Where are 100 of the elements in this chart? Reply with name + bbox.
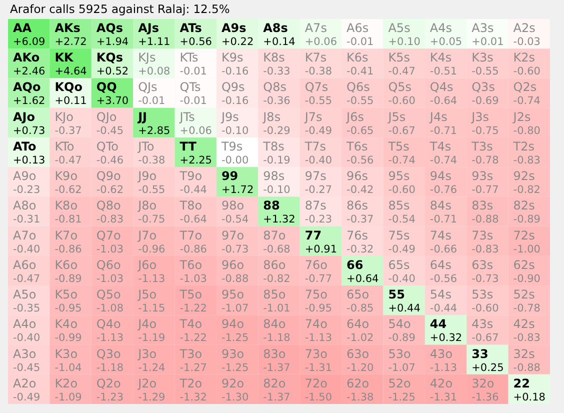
annotation: T8s — [262, 139, 284, 154]
data-label: -0.51 — [430, 66, 458, 78]
annotation: 55 — [388, 288, 405, 302]
annotation: T7s — [304, 139, 326, 154]
data-label: -0.80 — [513, 124, 540, 137]
data-label: +1.11 — [138, 36, 170, 48]
data-label: -0.23 — [304, 214, 332, 226]
data-label: -0.60 — [513, 66, 540, 78]
data-label: -0.29 — [263, 124, 290, 137]
annotation: 93o — [221, 346, 244, 361]
data-label: -0.55 — [138, 184, 166, 196]
annotation: 44 — [430, 317, 447, 332]
data-label: -0.77 — [304, 272, 332, 285]
annotation: T7o — [178, 228, 202, 242]
annotation: 63o — [346, 346, 370, 361]
data-label: -0.66 — [430, 243, 458, 256]
annotation: 95o — [221, 288, 244, 302]
annotation: 74o — [304, 317, 328, 332]
annotation: T3o — [178, 346, 202, 361]
annotation: AKs — [54, 21, 80, 35]
data-label: +6.09 — [13, 36, 46, 48]
annotation: A3o — [13, 346, 36, 361]
data-label: -0.88 — [513, 362, 540, 374]
annotation: 32o — [472, 376, 494, 390]
annotation: J9o — [137, 169, 157, 184]
data-label: -0.10 — [221, 124, 249, 137]
annotation: T5o — [178, 288, 202, 302]
data-label: -0.10 — [263, 184, 290, 196]
annotation: T2o — [178, 376, 202, 390]
annotation: 62s — [513, 258, 535, 272]
data-label: -1.37 — [263, 362, 290, 374]
data-label: -0.75 — [472, 124, 499, 137]
data-label: +0.73 — [13, 124, 46, 137]
data-label: -0.16 — [221, 66, 249, 78]
annotation: Q2s — [513, 80, 537, 94]
annotation: 75o — [304, 288, 328, 302]
annotation: A9o — [13, 169, 36, 184]
annotation: K3o — [54, 346, 78, 361]
data-label: -0.73 — [221, 243, 249, 256]
annotation: T3s — [470, 139, 493, 154]
data-label: -1.27 — [180, 362, 207, 374]
data-label: -0.54 — [388, 214, 416, 226]
data-label: -0.95 — [54, 302, 82, 315]
data-label: -0.32 — [346, 243, 374, 256]
annotation: QTo — [96, 139, 118, 154]
data-label: -0.01 — [138, 95, 166, 108]
data-label: -1.20 — [346, 362, 374, 374]
data-label: -0.01 — [180, 66, 207, 78]
data-label: -1.02 — [346, 332, 374, 344]
data-label: -0.62 — [54, 184, 82, 196]
annotation: 94o — [221, 317, 244, 332]
data-label: -0.55 — [472, 66, 499, 78]
data-label: -0.47 — [388, 66, 416, 78]
annotation: ATo — [13, 139, 36, 154]
data-label: -0.31 — [13, 214, 40, 226]
annotation: KTo — [54, 139, 74, 154]
data-label: -1.25 — [221, 332, 249, 344]
data-label: -0.55 — [304, 95, 332, 108]
annotation: J5s — [387, 110, 406, 124]
annotation: 63s — [472, 258, 494, 272]
annotation: T4s — [428, 139, 452, 154]
data-label: -0.42 — [346, 184, 374, 196]
annotation: J8s — [262, 110, 281, 124]
data-label: -0.88 — [472, 214, 499, 226]
data-label: +0.56 — [180, 36, 212, 48]
annotation: QJo — [96, 110, 117, 124]
annotation: QQ — [96, 80, 117, 94]
data-label: +0.13 — [13, 154, 46, 166]
data-label: -0.81 — [54, 214, 82, 226]
data-label: -0.38 — [304, 66, 332, 78]
data-label: +0.08 — [138, 66, 170, 78]
data-label: +4.64 — [54, 66, 88, 78]
data-label: -0.60 — [388, 95, 416, 108]
data-label: -0.99 — [54, 332, 82, 344]
data-label: -1.36 — [472, 391, 500, 404]
annotation: 72o — [304, 376, 328, 390]
annotation: 84s — [430, 198, 452, 213]
annotation: K8o — [54, 198, 78, 213]
data-label: +0.01 — [472, 36, 504, 48]
data-label: -0.90 — [513, 272, 540, 285]
annotation: 86o — [263, 258, 286, 272]
annotation: 97s — [304, 169, 326, 184]
data-label: -0.88 — [221, 272, 249, 285]
annotation: 62o — [346, 376, 370, 390]
annotation: 88 — [263, 198, 280, 213]
annotation: Q6o — [96, 258, 121, 272]
data-label: +0.44 — [388, 302, 421, 315]
annotation: 64s — [430, 258, 452, 272]
data-label: -1.23 — [96, 391, 124, 404]
annotation: 75s — [388, 228, 410, 242]
annotation: A7s — [304, 21, 327, 35]
data-label: -0.44 — [430, 302, 458, 315]
annotation: 92o — [221, 376, 244, 390]
annotation: 96o — [221, 258, 244, 272]
data-label: +2.46 — [13, 66, 46, 78]
annotation: 76o — [304, 258, 328, 272]
annotation: T8o — [178, 198, 202, 213]
data-label: -0.49 — [13, 391, 40, 404]
annotation: 83o — [263, 346, 286, 361]
data-label: -0.40 — [13, 243, 40, 256]
